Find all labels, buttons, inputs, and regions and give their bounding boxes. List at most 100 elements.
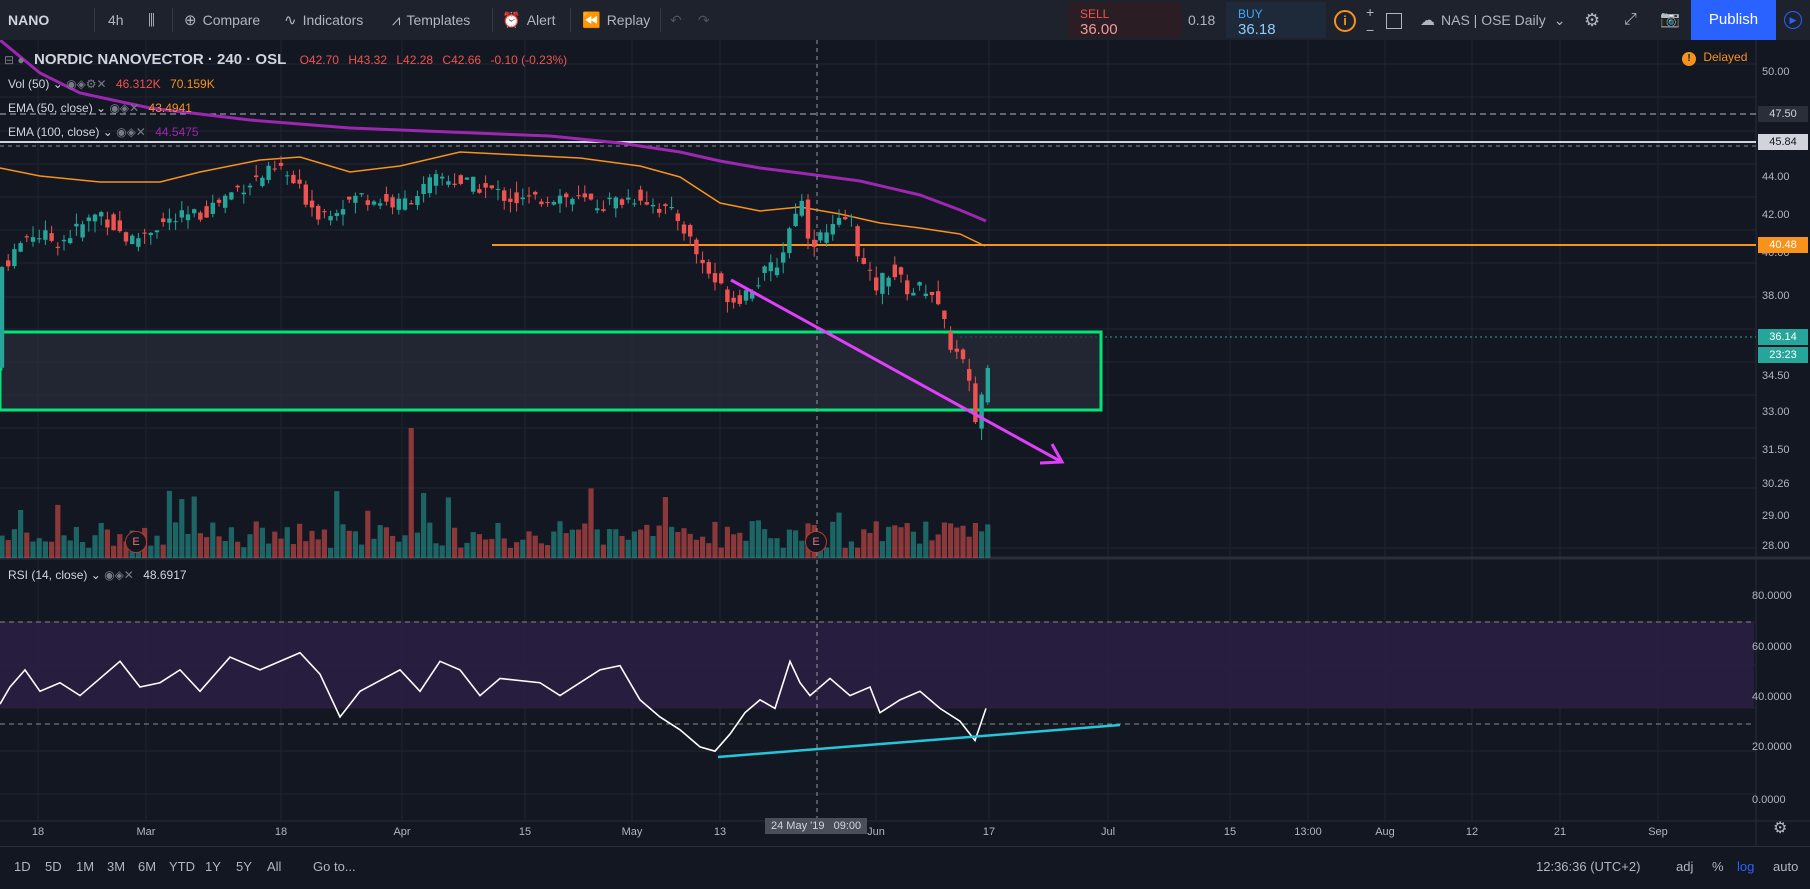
volume-bar xyxy=(762,529,768,558)
auto-toggle[interactable]: auto xyxy=(1773,859,1799,874)
study-controls-icon[interactable]: ◉◈✕ xyxy=(116,125,146,139)
rsi-trend-line[interactable] xyxy=(717,723,1121,759)
candle-body xyxy=(973,383,978,423)
delayed-badge[interactable]: ! Delayed xyxy=(1682,50,1747,66)
publish-button[interactable]: Publish xyxy=(1691,0,1776,40)
replay-button[interactable]: ⏪ Replay xyxy=(582,0,650,40)
candle-body xyxy=(452,183,457,185)
range-button-3m[interactable]: 3M xyxy=(107,859,126,874)
time-axis-label: Jun xyxy=(867,826,885,838)
volume-bar xyxy=(793,530,799,558)
volume-bar xyxy=(55,504,61,558)
collapse-icon[interactable]: ⊟ ● xyxy=(4,53,25,67)
candle-body xyxy=(979,394,984,429)
info-button[interactable]: i xyxy=(1334,0,1356,40)
candle-body xyxy=(514,192,519,204)
adj-toggle[interactable]: adj xyxy=(1676,859,1694,874)
range-button-all[interactable]: All xyxy=(267,859,282,874)
range-button-1d[interactable]: 1D xyxy=(14,859,31,874)
qty-plus-button[interactable]: + xyxy=(1366,4,1375,20)
range-button-5d[interactable]: 5D xyxy=(45,859,62,874)
candle-body xyxy=(787,228,792,254)
volume-bar xyxy=(321,529,327,558)
undo-button[interactable]: ↶ xyxy=(670,0,682,40)
volume-bar xyxy=(92,535,98,558)
volume-bar xyxy=(111,545,117,558)
volume-bar xyxy=(687,533,693,558)
ohlc-close: C42.66 xyxy=(442,53,482,67)
volume-bar xyxy=(830,521,836,558)
range-button-1m[interactable]: 1M xyxy=(76,859,95,874)
spread-value: 0.18 xyxy=(1188,12,1216,28)
ema50-legend[interactable]: EMA (50, close) ⌄ ◉◈✕ 43.4941 xyxy=(8,101,192,115)
candle-body xyxy=(278,162,284,166)
undo-icon: ↶ xyxy=(670,12,682,28)
play-circle-icon: ▶ xyxy=(1784,11,1802,29)
rsi-legend[interactable]: RSI (14, close) ⌄ ◉◈✕ 48.6917 xyxy=(8,568,187,582)
right-panel-toggle[interactable]: ▶ xyxy=(1776,0,1810,40)
candle-body xyxy=(464,177,470,180)
symbol-search[interactable]: NANO xyxy=(8,12,50,28)
redo-button[interactable]: ↷ xyxy=(698,0,710,40)
sell-button[interactable]: SELL 36.00 xyxy=(1068,2,1182,38)
candle-body xyxy=(762,266,767,273)
candle-body xyxy=(427,177,432,194)
volume-bar xyxy=(433,543,439,558)
volume-bar xyxy=(328,547,334,558)
study-controls-icon[interactable]: ◉◈✕ xyxy=(109,101,140,115)
volume-bar xyxy=(483,539,489,558)
fullscreen-button[interactable]: ⤢ xyxy=(1624,0,1637,40)
fullscreen-toggle[interactable] xyxy=(1386,0,1402,40)
volume-bar xyxy=(154,535,160,558)
volume-bar xyxy=(886,526,892,558)
volume-bar xyxy=(377,525,383,558)
volume-bar xyxy=(873,521,879,558)
candle-body xyxy=(923,293,928,297)
clock[interactable]: 12:36:36 (UTC+2) xyxy=(1536,859,1641,874)
candle-body xyxy=(967,369,972,381)
candle-body xyxy=(539,201,544,205)
candle-body xyxy=(61,239,67,242)
earnings-badge[interactable]: E xyxy=(125,531,147,553)
vol-ma-value: 70.159K xyxy=(170,77,215,91)
snapshot-button[interactable]: 📷 xyxy=(1660,0,1680,40)
interval-button[interactable]: 4h xyxy=(108,12,124,28)
axis-settings-button[interactable]: ⚙ xyxy=(1773,818,1787,838)
rsi-axis-label: 20.0000 xyxy=(1752,741,1792,753)
rewind-icon: ⏪ xyxy=(582,12,601,29)
vol-legend[interactable]: Vol (50) ⌄ ◉◈⚙✕ 46.312K 70.159K xyxy=(8,77,215,91)
plus-circle-icon: ⊕ xyxy=(184,12,197,29)
compare-button[interactable]: ⊕ Compare xyxy=(184,0,260,40)
alert-button[interactable]: ⏰ Alert xyxy=(502,0,555,40)
volume-bar xyxy=(917,543,923,558)
volume-bar xyxy=(941,522,947,558)
chart-style-button[interactable]: ⫼ xyxy=(148,0,161,40)
ema100-legend[interactable]: EMA (100, close) ⌄ ◉◈✕ 44.5475 xyxy=(8,125,199,139)
price-chart[interactable] xyxy=(0,40,1810,846)
log-toggle[interactable]: log xyxy=(1737,859,1755,874)
study-controls-icon[interactable]: ◉◈⚙✕ xyxy=(66,77,107,91)
candle-body xyxy=(24,236,29,238)
percent-toggle[interactable]: % xyxy=(1712,859,1724,874)
range-button-6m[interactable]: 6M xyxy=(138,859,157,874)
qty-minus-button[interactable]: − xyxy=(1366,22,1375,38)
candle-body xyxy=(570,198,575,205)
range-button-ytd[interactable]: YTD xyxy=(169,859,195,874)
support-zone-box[interactable] xyxy=(0,330,1103,412)
symbol-legend[interactable]: ⊟ ● NORDIC NANOVECTOR · 240 · OSL O42.70… xyxy=(4,51,567,68)
templates-button[interactable]: ⩘ Templates xyxy=(392,0,470,40)
indicators-button[interactable]: ∿ Indicators xyxy=(284,0,363,40)
trend-arrow[interactable] xyxy=(730,278,1061,463)
price-tag-45-84: 45.84 xyxy=(1758,134,1808,150)
volume-bar xyxy=(867,532,873,558)
layout-selector[interactable]: ☁ NAS | OSE Daily ⌄ xyxy=(1420,0,1566,40)
top-toolbar: NANO 4h ⫼ ⊕ Compare ∿ Indicators ⩘ Template… xyxy=(0,0,1810,41)
candle-body xyxy=(285,175,290,177)
study-controls-icon[interactable]: ◉◈✕ xyxy=(104,568,134,582)
range-button-1y[interactable]: 1Y xyxy=(205,859,221,874)
buy-button[interactable]: BUY 36.18 xyxy=(1226,2,1326,38)
range-button-5y[interactable]: 5Y xyxy=(236,859,252,874)
settings-button[interactable]: ⚙ xyxy=(1584,0,1600,40)
earnings-badge[interactable]: E xyxy=(805,531,827,553)
goto-button[interactable]: Go to... xyxy=(313,859,356,874)
